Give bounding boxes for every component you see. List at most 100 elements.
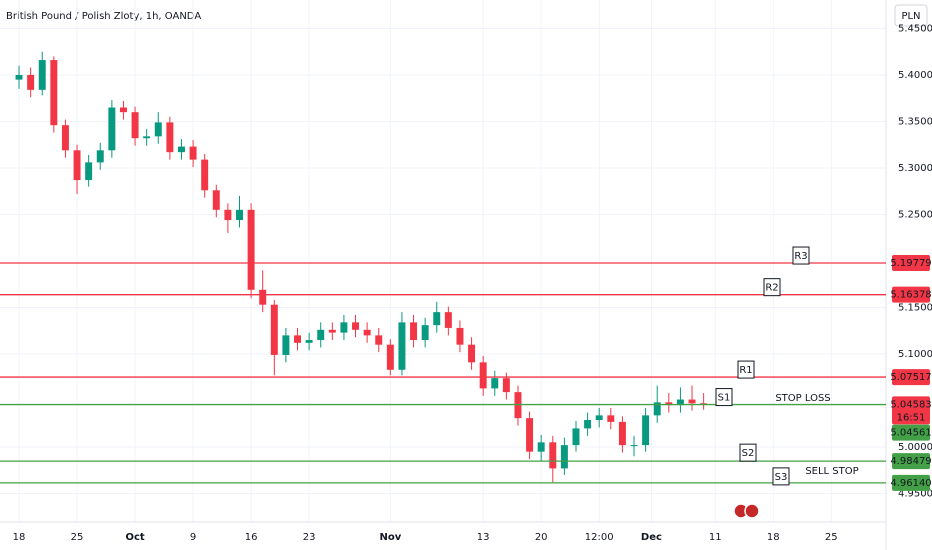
level-price-box	[892, 453, 930, 470]
candle-body	[618, 421, 626, 446]
x-tick-label: 23	[303, 532, 316, 543]
y-tick-label: 5.45000	[898, 23, 932, 34]
level-price-box	[892, 255, 930, 272]
candle-body	[119, 107, 127, 113]
level-price-label: 5.19779	[890, 258, 931, 269]
level-tag-box	[763, 278, 781, 297]
flag-icons[interactable]	[733, 503, 760, 519]
candle-body	[236, 209, 243, 221]
candle-body	[433, 312, 441, 326]
candle-body	[676, 399, 684, 406]
candle-body	[15, 74, 23, 80]
flag-icon[interactable]	[744, 503, 760, 519]
candle-body	[584, 420, 592, 429]
last-price-label: 5.04583	[890, 399, 931, 410]
candle-body	[108, 107, 116, 151]
level-tag-box	[715, 388, 733, 407]
level-tag-box	[772, 467, 790, 486]
candle-body	[560, 445, 568, 469]
candle-body	[444, 312, 452, 328]
candle-body	[270, 304, 278, 355]
candles	[15, 51, 708, 483]
x-tick-label: 18	[767, 532, 780, 543]
candle-body	[607, 415, 615, 422]
candle-body	[630, 445, 638, 447]
candle-body	[189, 146, 197, 160]
candle-body	[247, 209, 255, 290]
y-tick-label: 5.25000	[898, 209, 932, 220]
candle-body	[595, 415, 603, 421]
candle-body	[73, 150, 81, 181]
level-tag: S1	[718, 393, 731, 404]
level-tag-box	[792, 246, 810, 265]
x-tick-label: 9	[190, 532, 196, 543]
currency-button[interactable]	[894, 4, 928, 27]
level-price-label: 5.04561	[890, 428, 931, 439]
countdown-label: 16:51	[897, 412, 926, 423]
candle-body	[537, 442, 545, 452]
x-tick-label: 12:00	[585, 532, 614, 543]
candle-body	[456, 327, 464, 345]
y-tick-label: 5.10000	[898, 349, 932, 360]
candle-body	[386, 344, 394, 370]
currency-label[interactable]: PLN	[901, 11, 920, 22]
candle-body	[259, 289, 267, 305]
candle-body	[502, 378, 510, 393]
candle-body	[282, 335, 290, 355]
candle-body	[479, 362, 487, 389]
y-tick-label: 5.00000	[898, 442, 932, 453]
x-tick-label: 20	[535, 532, 548, 543]
level-price-box	[892, 369, 930, 386]
level-price-box	[892, 474, 930, 491]
x-tick-label: Nov	[379, 532, 401, 543]
x-tick-label: 18	[13, 532, 26, 543]
level-tag-box	[737, 360, 755, 379]
x-tick-label: 25	[825, 532, 838, 543]
candle-body	[38, 60, 46, 90]
annotation: STOP LOSS	[775, 393, 830, 404]
candle-body	[572, 428, 580, 446]
candle-body	[317, 329, 325, 341]
candle-body	[224, 209, 232, 221]
candle-body	[201, 159, 209, 191]
candle-body	[143, 136, 151, 139]
candle-body	[294, 335, 301, 343]
candle-body	[375, 335, 383, 345]
candle-body	[305, 340, 313, 343]
y-tick-label: 5.15000	[898, 302, 932, 313]
level-price-box	[892, 286, 930, 303]
candle-body	[154, 122, 162, 137]
candle-body	[50, 60, 58, 126]
x-tick-label: 25	[71, 532, 84, 543]
candle-body	[642, 415, 650, 446]
candle-body	[177, 146, 185, 153]
grid	[0, 0, 886, 522]
candle-body	[328, 329, 336, 333]
candle-body	[526, 418, 534, 452]
level-tag: R2	[765, 283, 778, 294]
candle-body	[410, 322, 418, 341]
level-tag: S3	[775, 472, 788, 483]
x-tick-label: Dec	[641, 532, 662, 543]
x-tick-label: 16	[245, 532, 258, 543]
candle-body	[468, 344, 476, 363]
last-price-box	[892, 396, 930, 425]
candle-body	[688, 399, 696, 404]
x-tick-label: Oct	[125, 532, 144, 543]
x-tick-label: 13	[477, 532, 490, 543]
level-price-label: 4.98479	[890, 456, 931, 467]
candle-body	[363, 329, 371, 336]
candle-body	[212, 190, 220, 210]
chart-title: British Pound / Polish Zloty, 1h, OANDA	[6, 11, 201, 22]
candle-body	[653, 402, 661, 416]
y-tick-label: 5.35000	[898, 116, 932, 127]
candle-body	[549, 442, 557, 469]
level-tag: R1	[739, 365, 752, 376]
candle-body	[27, 74, 35, 90]
candle-body	[491, 378, 499, 389]
candle-body	[96, 150, 104, 163]
level-tag-box	[739, 443, 757, 462]
level-price-label: 5.16378	[890, 290, 931, 301]
candle-body	[85, 162, 93, 181]
level-tag: R3	[794, 251, 807, 262]
